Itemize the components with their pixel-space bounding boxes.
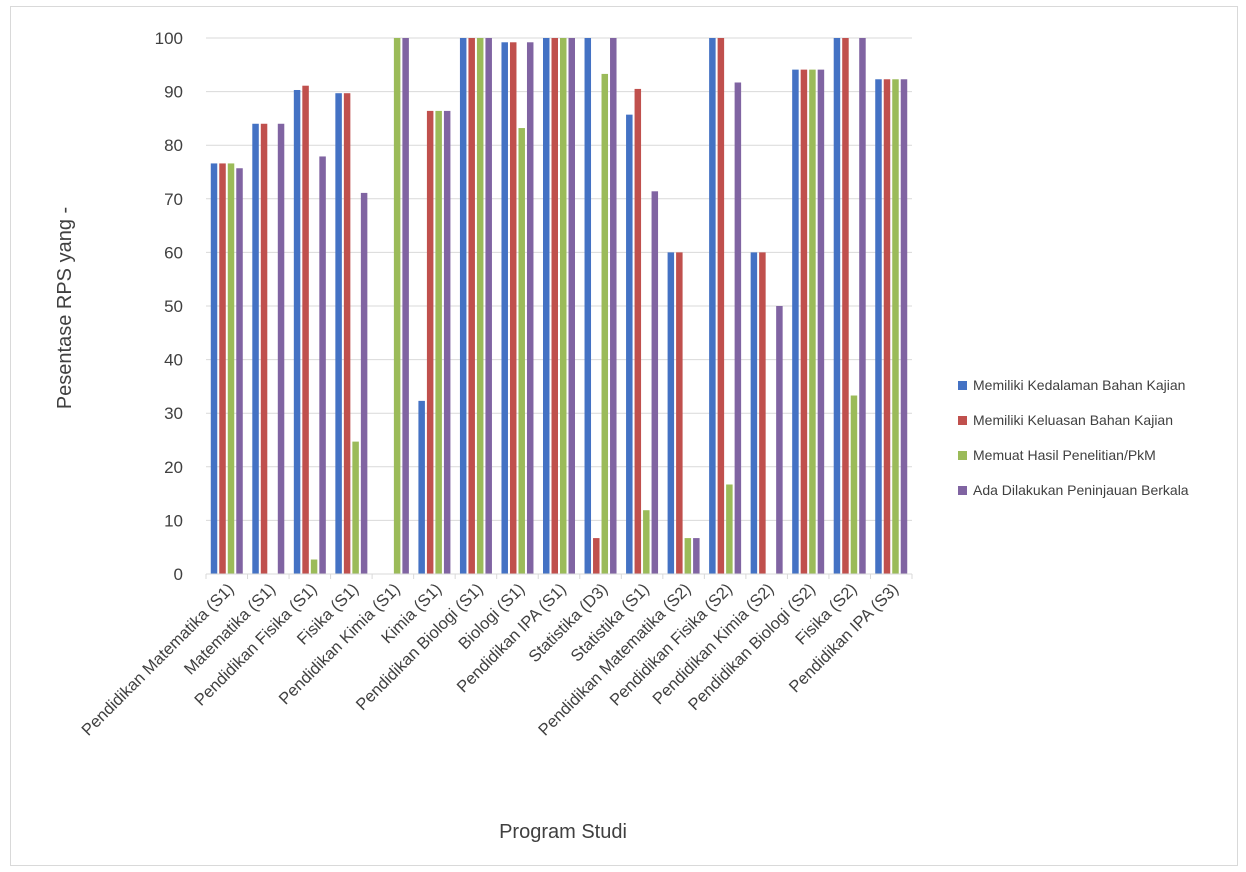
bar (219, 163, 226, 574)
bar (435, 110, 442, 574)
bar (651, 191, 659, 574)
bar (302, 85, 309, 574)
legend-swatch (958, 486, 967, 495)
x-tick-label: Pendidikan Matematika (S2) (535, 580, 694, 739)
legend: Memiliki Kedalaman Bahan Kajian Memiliki … (958, 377, 1189, 498)
bar (509, 42, 517, 574)
bar (402, 38, 409, 574)
legend-label: Memiliki Keluasan Bahan Kajian (973, 412, 1173, 428)
bar (568, 38, 575, 574)
legend-label: Ada Dilakukan Peninjauan Berkala (973, 482, 1189, 498)
y-tick-label: 90 (164, 83, 183, 102)
y-tick-label: 100 (155, 29, 183, 48)
bar (859, 38, 866, 574)
bar (759, 252, 766, 574)
bar (360, 192, 368, 575)
y-tick-label: 60 (164, 243, 183, 262)
bar (676, 252, 683, 574)
bar (817, 69, 825, 575)
bar (900, 79, 908, 574)
bar (227, 163, 235, 574)
y-tick-label: 70 (164, 190, 183, 209)
bar (610, 38, 617, 574)
bar (476, 38, 484, 574)
bar (293, 89, 301, 574)
bar (459, 38, 467, 574)
bar (584, 38, 592, 574)
y-tick-label: 80 (164, 136, 183, 155)
bars (210, 38, 908, 575)
bar (776, 306, 783, 574)
bar (252, 123, 259, 574)
bar (501, 42, 508, 574)
y-tick-label: 20 (164, 458, 183, 477)
bar (352, 441, 359, 574)
bar (734, 82, 742, 574)
y-tick-label: 50 (164, 297, 183, 316)
bar (468, 38, 475, 574)
bar (643, 510, 650, 574)
bar (842, 38, 849, 574)
bar (875, 79, 882, 574)
y-axis-title: Pesentase RPS yang - (54, 207, 76, 409)
bar (393, 38, 401, 574)
legend-swatch (958, 381, 967, 390)
bar (526, 42, 534, 574)
bar (717, 38, 725, 574)
bar (210, 163, 218, 574)
bar (667, 252, 675, 574)
bar (518, 128, 525, 574)
bar (684, 538, 692, 574)
legend-label: Memiliki Kedalaman Bahan Kajian (973, 377, 1185, 393)
bar (485, 38, 492, 574)
y-axis-ticks: 0 10 20 30 40 50 60 70 80 90 100 (155, 29, 183, 584)
bar (750, 252, 758, 574)
bar (277, 123, 285, 574)
x-axis-title: Program Studi (499, 821, 627, 843)
x-tick-label: Pendidikan Matematika (S1) (78, 580, 237, 739)
legend-swatch (958, 416, 967, 425)
bar (800, 69, 808, 575)
bar (551, 38, 558, 574)
bar (634, 88, 642, 575)
x-axis-ticks: Pendidikan Matematika (S1)Matematika (S1… (78, 574, 913, 739)
bar (593, 538, 600, 574)
y-tick-label: 40 (164, 351, 183, 370)
bar (726, 484, 733, 574)
bar (709, 38, 716, 574)
y-tick-label: 10 (164, 511, 183, 530)
bar (560, 38, 567, 574)
bar (418, 400, 425, 574)
bar (883, 79, 891, 574)
bar (343, 93, 351, 574)
bar (792, 69, 799, 575)
bar (543, 38, 550, 574)
bar (236, 168, 243, 575)
bar (693, 538, 700, 574)
bar (809, 69, 816, 575)
legend-swatch (958, 451, 967, 460)
bar (260, 123, 268, 574)
bar (443, 110, 451, 574)
bar (601, 73, 609, 575)
y-tick-label: 0 (174, 565, 183, 584)
bar (319, 156, 326, 574)
bar (850, 395, 858, 574)
legend-label: Memuat Hasil Penelitian/PkM (973, 447, 1156, 463)
bar (426, 110, 434, 574)
bar (335, 93, 342, 574)
bar (892, 79, 899, 574)
bar (833, 38, 841, 574)
y-tick-label: 30 (164, 404, 183, 423)
bar (310, 559, 318, 574)
bar (626, 114, 633, 574)
